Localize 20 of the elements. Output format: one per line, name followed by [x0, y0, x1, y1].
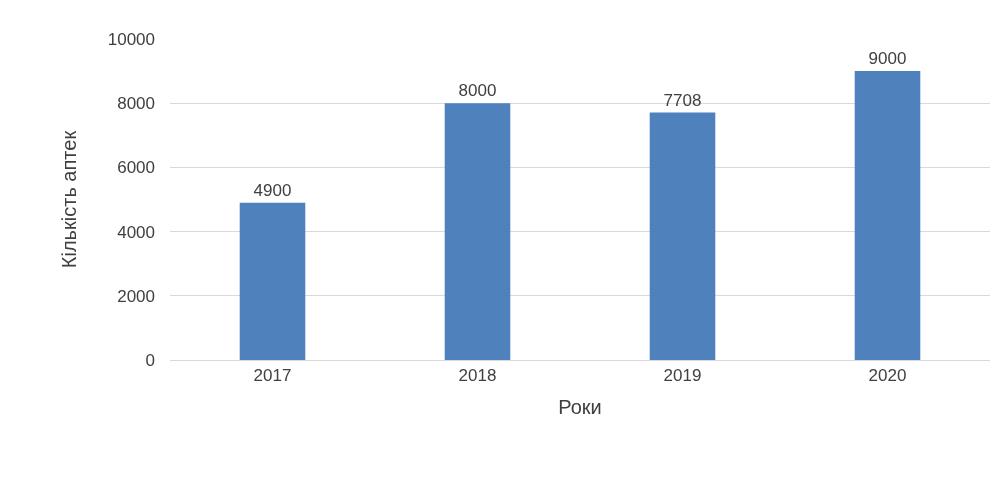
bar [854, 71, 921, 360]
y-axis-title: Кількість аптек [58, 130, 81, 269]
x-tick-label: 2019 [663, 366, 702, 386]
y-tick-label: 8000 [117, 94, 155, 114]
bar [649, 112, 716, 360]
y-tick-label: 6000 [117, 158, 155, 178]
bar [239, 202, 306, 360]
bar [444, 103, 511, 360]
y-tick-label: 0 [145, 350, 155, 370]
x-tick-label: 2018 [458, 366, 497, 386]
y-tick-label: 2000 [117, 286, 155, 306]
y-tick-label: 4000 [117, 222, 155, 242]
data-label: 9000 [868, 49, 907, 69]
x-axis-title: Роки [558, 395, 602, 418]
y-tick-label: 10000 [107, 29, 155, 49]
data-label: 8000 [458, 81, 497, 101]
x-tick-label: 2020 [868, 366, 907, 386]
x-tick-label: 2017 [253, 366, 292, 386]
data-label: 4900 [253, 180, 292, 200]
data-label: 7708 [663, 90, 702, 110]
